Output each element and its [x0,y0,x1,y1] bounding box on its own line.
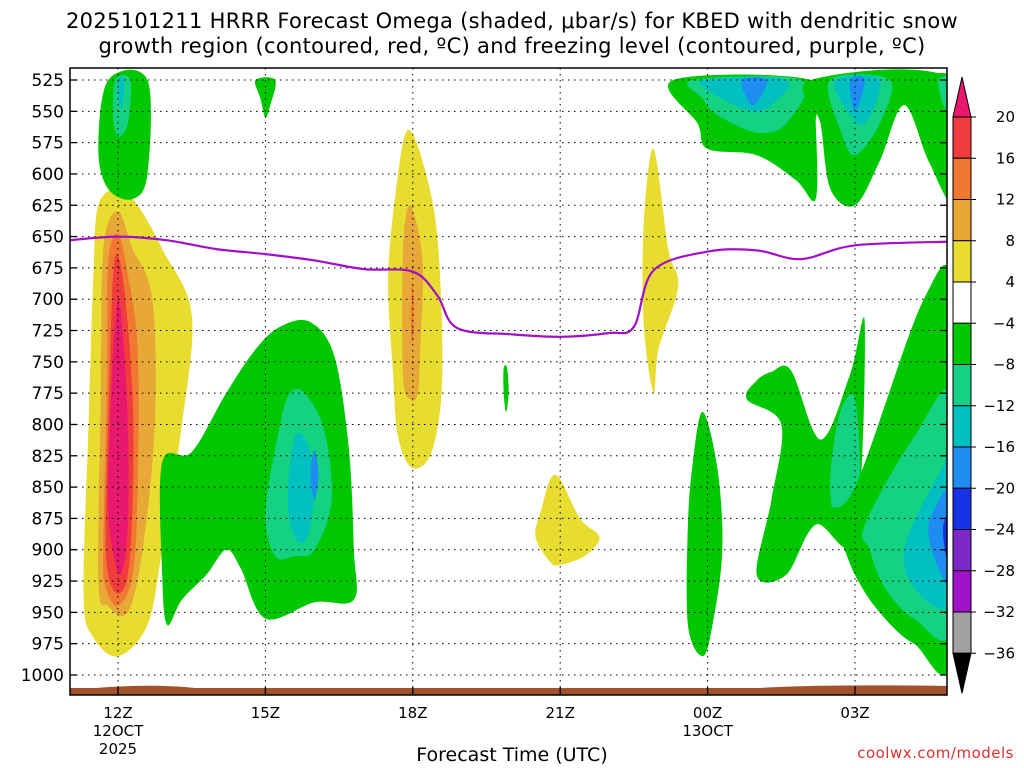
colorbar-segment-13 [952,611,972,654]
x-axis-title: Forecast Time (UTC) [416,744,608,766]
x-tick-label-18Z: 18Z [398,704,427,722]
y-tick-label-725: 725 [32,322,64,342]
omega-region-35 [849,76,865,112]
colorbar-label-4: 4 [1005,273,1015,291]
plot-border [69,67,948,696]
x-tick-label-12Z: 12Z [103,704,132,722]
source-credit: coolwx.com/models [857,744,1014,762]
terrain-bump-2 [760,685,947,688]
freezing-level-layer [70,235,947,338]
y-tick-label-850: 850 [32,478,64,498]
freezing-level-line [70,235,947,338]
x-tick-year-12Z: 2025 [99,740,137,758]
terrain-bump-1 [96,685,195,688]
colorbar-label-5: −4 [993,314,1015,332]
y-tick-label-600: 600 [32,165,64,185]
colorbar-label-3: 8 [1005,232,1015,250]
y-tick-label-650: 650 [32,228,64,248]
colorbar-segment-7 [952,364,972,407]
omega-region-30 [699,77,790,112]
omega-region-4 [108,298,129,575]
colorbar-label-9: −20 [983,479,1015,497]
colorbar-segment-11 [952,529,972,572]
y-tick-label-1000: 1000 [21,666,64,686]
colorbar-label-0: 20 [996,108,1015,126]
omega-region-15 [686,411,723,657]
colorbar-label-6: −8 [993,356,1015,374]
omega-region-8 [642,148,679,394]
terrain-strip [70,688,947,695]
omega-region-21 [903,457,947,610]
colorbar-top-arrow [952,76,972,118]
y-tick-label-900: 900 [32,541,64,561]
y-tick-label-550: 550 [32,102,64,122]
colorbar-segment-6 [952,322,972,365]
plot-frame [69,67,948,696]
colorbar-segment-5 [952,281,972,324]
colorbar-segment-8 [952,405,972,448]
colorbar-label-2: 12 [996,191,1015,209]
omega-region-24 [98,69,151,200]
y-tick-label-925: 925 [32,572,64,592]
y-tick-label-950: 950 [32,603,64,623]
colorbar-segment-10 [952,487,972,530]
colorbar-segment-2 [952,157,972,200]
x-tick-label-03Z: 03Z [840,704,869,722]
y-axis: 525 550 575 600 625 650 675 700 725 750 775 800 825 8… [21,71,947,686]
colorbar-label-11: −28 [983,562,1015,580]
y-tick-label-750: 750 [32,353,64,373]
y-tick-label-825: 825 [32,447,64,467]
omega-region-12 [287,432,315,543]
omega-region-27 [254,77,276,118]
omega-region-26 [117,76,125,109]
colorbar-segment-12 [952,570,972,613]
y-tick-label-575: 575 [32,134,64,154]
x-tick-date-12Z: 12OCT [93,722,144,740]
colorbar-segment-3 [952,199,972,242]
colorbar-label-13: −36 [983,644,1015,662]
omega-region-31 [741,77,767,106]
y-tick-label-625: 625 [32,196,64,216]
y-tick-label-975: 975 [32,635,64,655]
y-tick-label-875: 875 [32,509,64,529]
colorbar-bottom-arrow [952,652,972,694]
x-tick-label-21Z: 21Z [546,704,575,722]
colorbar-label-7: −12 [983,397,1015,415]
chart-title-line-2: growth region (contoured, red, ºC) and f… [98,34,926,58]
colorbar-label-1: 16 [996,149,1015,167]
y-tick-label-525: 525 [32,71,64,91]
plot-area [70,68,947,695]
y-tick-label-675: 675 [32,259,64,279]
x-tick-label-00Z: 00Z [693,704,722,722]
colorbar-label-8: −16 [983,438,1015,456]
y-tick-label-700: 700 [32,290,64,310]
omega-region-14 [503,364,509,412]
x-tick-date-00Z: 13OCT [682,722,733,740]
x-tick-label-15Z: 15Z [251,704,280,722]
colorbar-segment-1 [952,116,972,159]
grid-lines [70,68,947,695]
colorbar-segment-9 [952,446,972,489]
colorbar-label-10: −24 [983,521,1015,539]
omega-region-22 [928,488,947,584]
chart-title-line-1: 2025101211 HRRR Forecast Omega (shaded, … [66,9,958,33]
colorbar-label-12: −32 [983,603,1015,621]
colorbar: 20 16 12 8 4 −4 −8 −12 −16 −20 −24 −28 −32 −36 [952,76,1015,694]
colorbar-segment-4 [952,240,972,283]
omega-region-23 [943,515,947,561]
omega-region-9 [535,474,600,566]
y-tick-label-800: 800 [32,415,64,435]
omega-region-37 [938,76,947,113]
y-tick-label-775: 775 [32,384,64,404]
